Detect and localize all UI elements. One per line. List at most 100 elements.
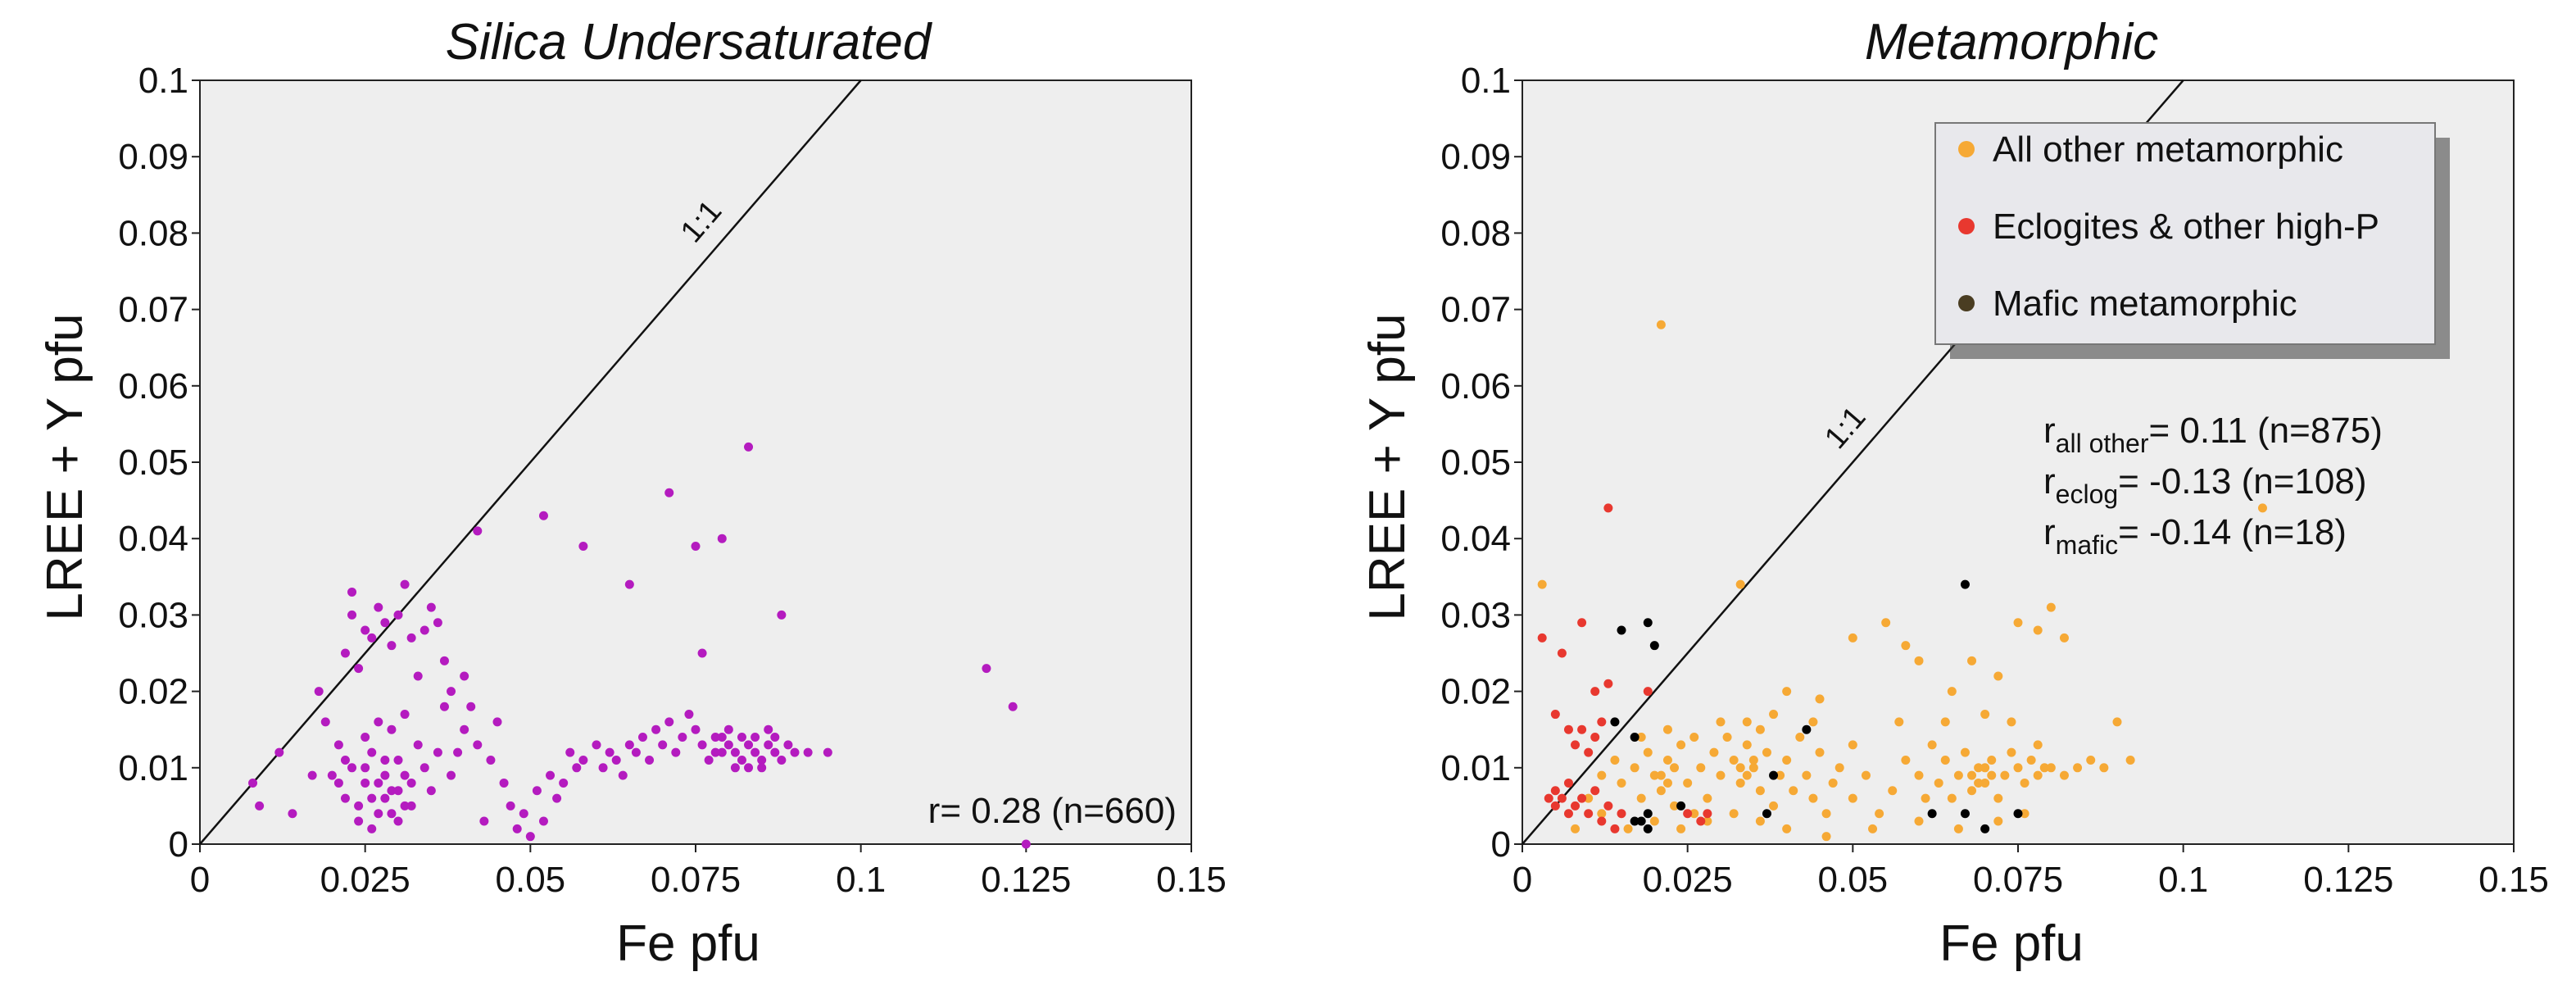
- data-point: [320, 717, 330, 727]
- data-point: [1537, 633, 1547, 643]
- data-point: [2007, 747, 2016, 757]
- data-point: [1696, 816, 1706, 826]
- data-point: [420, 763, 429, 773]
- data-point: [367, 633, 377, 643]
- data-point: [1993, 671, 2003, 681]
- data-point: [1861, 770, 1871, 780]
- chart-metamorphic: Metamorphic Fe pfu LREE + Y pfu 0 0.025 0.…: [1359, 14, 2549, 972]
- data-point: [2033, 625, 2043, 635]
- data-point: [1821, 809, 1831, 819]
- y-axis-label: LREE + Y pfu: [37, 313, 93, 620]
- stat-value: = 0.11 (n=875): [2149, 411, 2383, 451]
- y-tick-label: 0.05: [1440, 443, 1511, 483]
- data-point: [1676, 824, 1686, 833]
- legend-marker: [1958, 295, 1975, 311]
- axis-ticks: 0 0.025 0.05 0.075 0.1 0.125 0.15 0 0.01 0.02 0.03…: [1440, 61, 2548, 900]
- data-point: [1762, 809, 1771, 819]
- data-point: [1729, 755, 1739, 765]
- y-tick-label: 0.07: [1440, 290, 1511, 330]
- data-point: [578, 542, 588, 552]
- data-point: [374, 778, 383, 788]
- data-point: [1967, 786, 1977, 796]
- data-point: [1821, 832, 1831, 842]
- data-point: [519, 809, 528, 819]
- data-point: [2020, 809, 2030, 819]
- chart-title: Metamorphic: [1865, 14, 2158, 70]
- data-point: [717, 733, 727, 742]
- data-point: [2086, 755, 2096, 765]
- data-point: [1722, 733, 1732, 742]
- data-point: [1597, 809, 1607, 819]
- data-point: [374, 717, 383, 727]
- data-point: [664, 717, 674, 727]
- y-tick-label: 0.02: [118, 672, 188, 712]
- data-point: [367, 747, 377, 757]
- y-tick-label: 0.1: [1461, 61, 1511, 101]
- data-point: [704, 755, 714, 765]
- data-point: [1875, 809, 1884, 819]
- data-point: [565, 747, 575, 757]
- data-point: [2039, 763, 2049, 773]
- data-point: [2112, 717, 2122, 727]
- data-point: [1729, 809, 1739, 819]
- data-point: [1901, 641, 1911, 651]
- data-point: [1980, 824, 1990, 833]
- data-point: [413, 740, 423, 750]
- data-point: [1848, 793, 1857, 803]
- data-point: [723, 740, 733, 750]
- x-tick-label: 0.05: [496, 860, 566, 900]
- data-point: [1947, 793, 1957, 803]
- data-point: [1662, 755, 1672, 765]
- x-tick-label: 0.075: [1973, 860, 2063, 900]
- data-point: [1563, 724, 1573, 734]
- data-point: [2099, 763, 2109, 773]
- data-point: [1643, 809, 1653, 819]
- data-point: [578, 755, 588, 765]
- data-point: [1940, 717, 1950, 727]
- data-point: [2020, 778, 2030, 788]
- stat-mafic: rmafic= -0.14 (n=18): [2043, 512, 2347, 560]
- data-point: [354, 664, 364, 674]
- data-point: [1802, 770, 1812, 780]
- data-point: [1630, 763, 1639, 773]
- data-point: [1636, 793, 1646, 803]
- data-point: [671, 747, 681, 757]
- data-point: [393, 816, 403, 826]
- data-point: [433, 618, 442, 628]
- data-point: [2013, 809, 2023, 819]
- data-point: [1590, 786, 1600, 796]
- data-point: [1571, 801, 1581, 811]
- data-point: [1683, 809, 1693, 819]
- data-point: [1610, 755, 1620, 765]
- data-point: [1921, 793, 1930, 803]
- data-point: [1755, 786, 1765, 796]
- x-tick-label: 0: [190, 860, 210, 900]
- data-point: [618, 770, 628, 780]
- y-tick-label: 0.05: [118, 443, 188, 483]
- data-point: [340, 755, 350, 765]
- data-point: [1974, 763, 1984, 773]
- data-point: [1716, 717, 1726, 727]
- data-point: [1993, 793, 2003, 803]
- data-point: [2033, 770, 2043, 780]
- data-point: [1927, 740, 1937, 750]
- data-point: [380, 793, 390, 803]
- data-point: [347, 763, 357, 773]
- data-point: [506, 801, 515, 811]
- stat-r: r: [2043, 411, 2056, 451]
- data-point: [645, 755, 655, 765]
- data-point: [387, 641, 397, 651]
- x-tick-label: 0.05: [1818, 860, 1889, 900]
- data-point: [777, 755, 787, 765]
- data-point: [466, 702, 476, 711]
- data-point: [460, 671, 469, 681]
- data-point: [770, 747, 780, 757]
- data-point: [611, 755, 621, 765]
- data-point: [1676, 801, 1686, 811]
- y-tick-label: 0.08: [1440, 213, 1511, 253]
- data-point: [1762, 747, 1771, 757]
- data-point: [1577, 724, 1587, 734]
- data-point: [2007, 717, 2016, 727]
- stat-r: r: [2043, 512, 2056, 552]
